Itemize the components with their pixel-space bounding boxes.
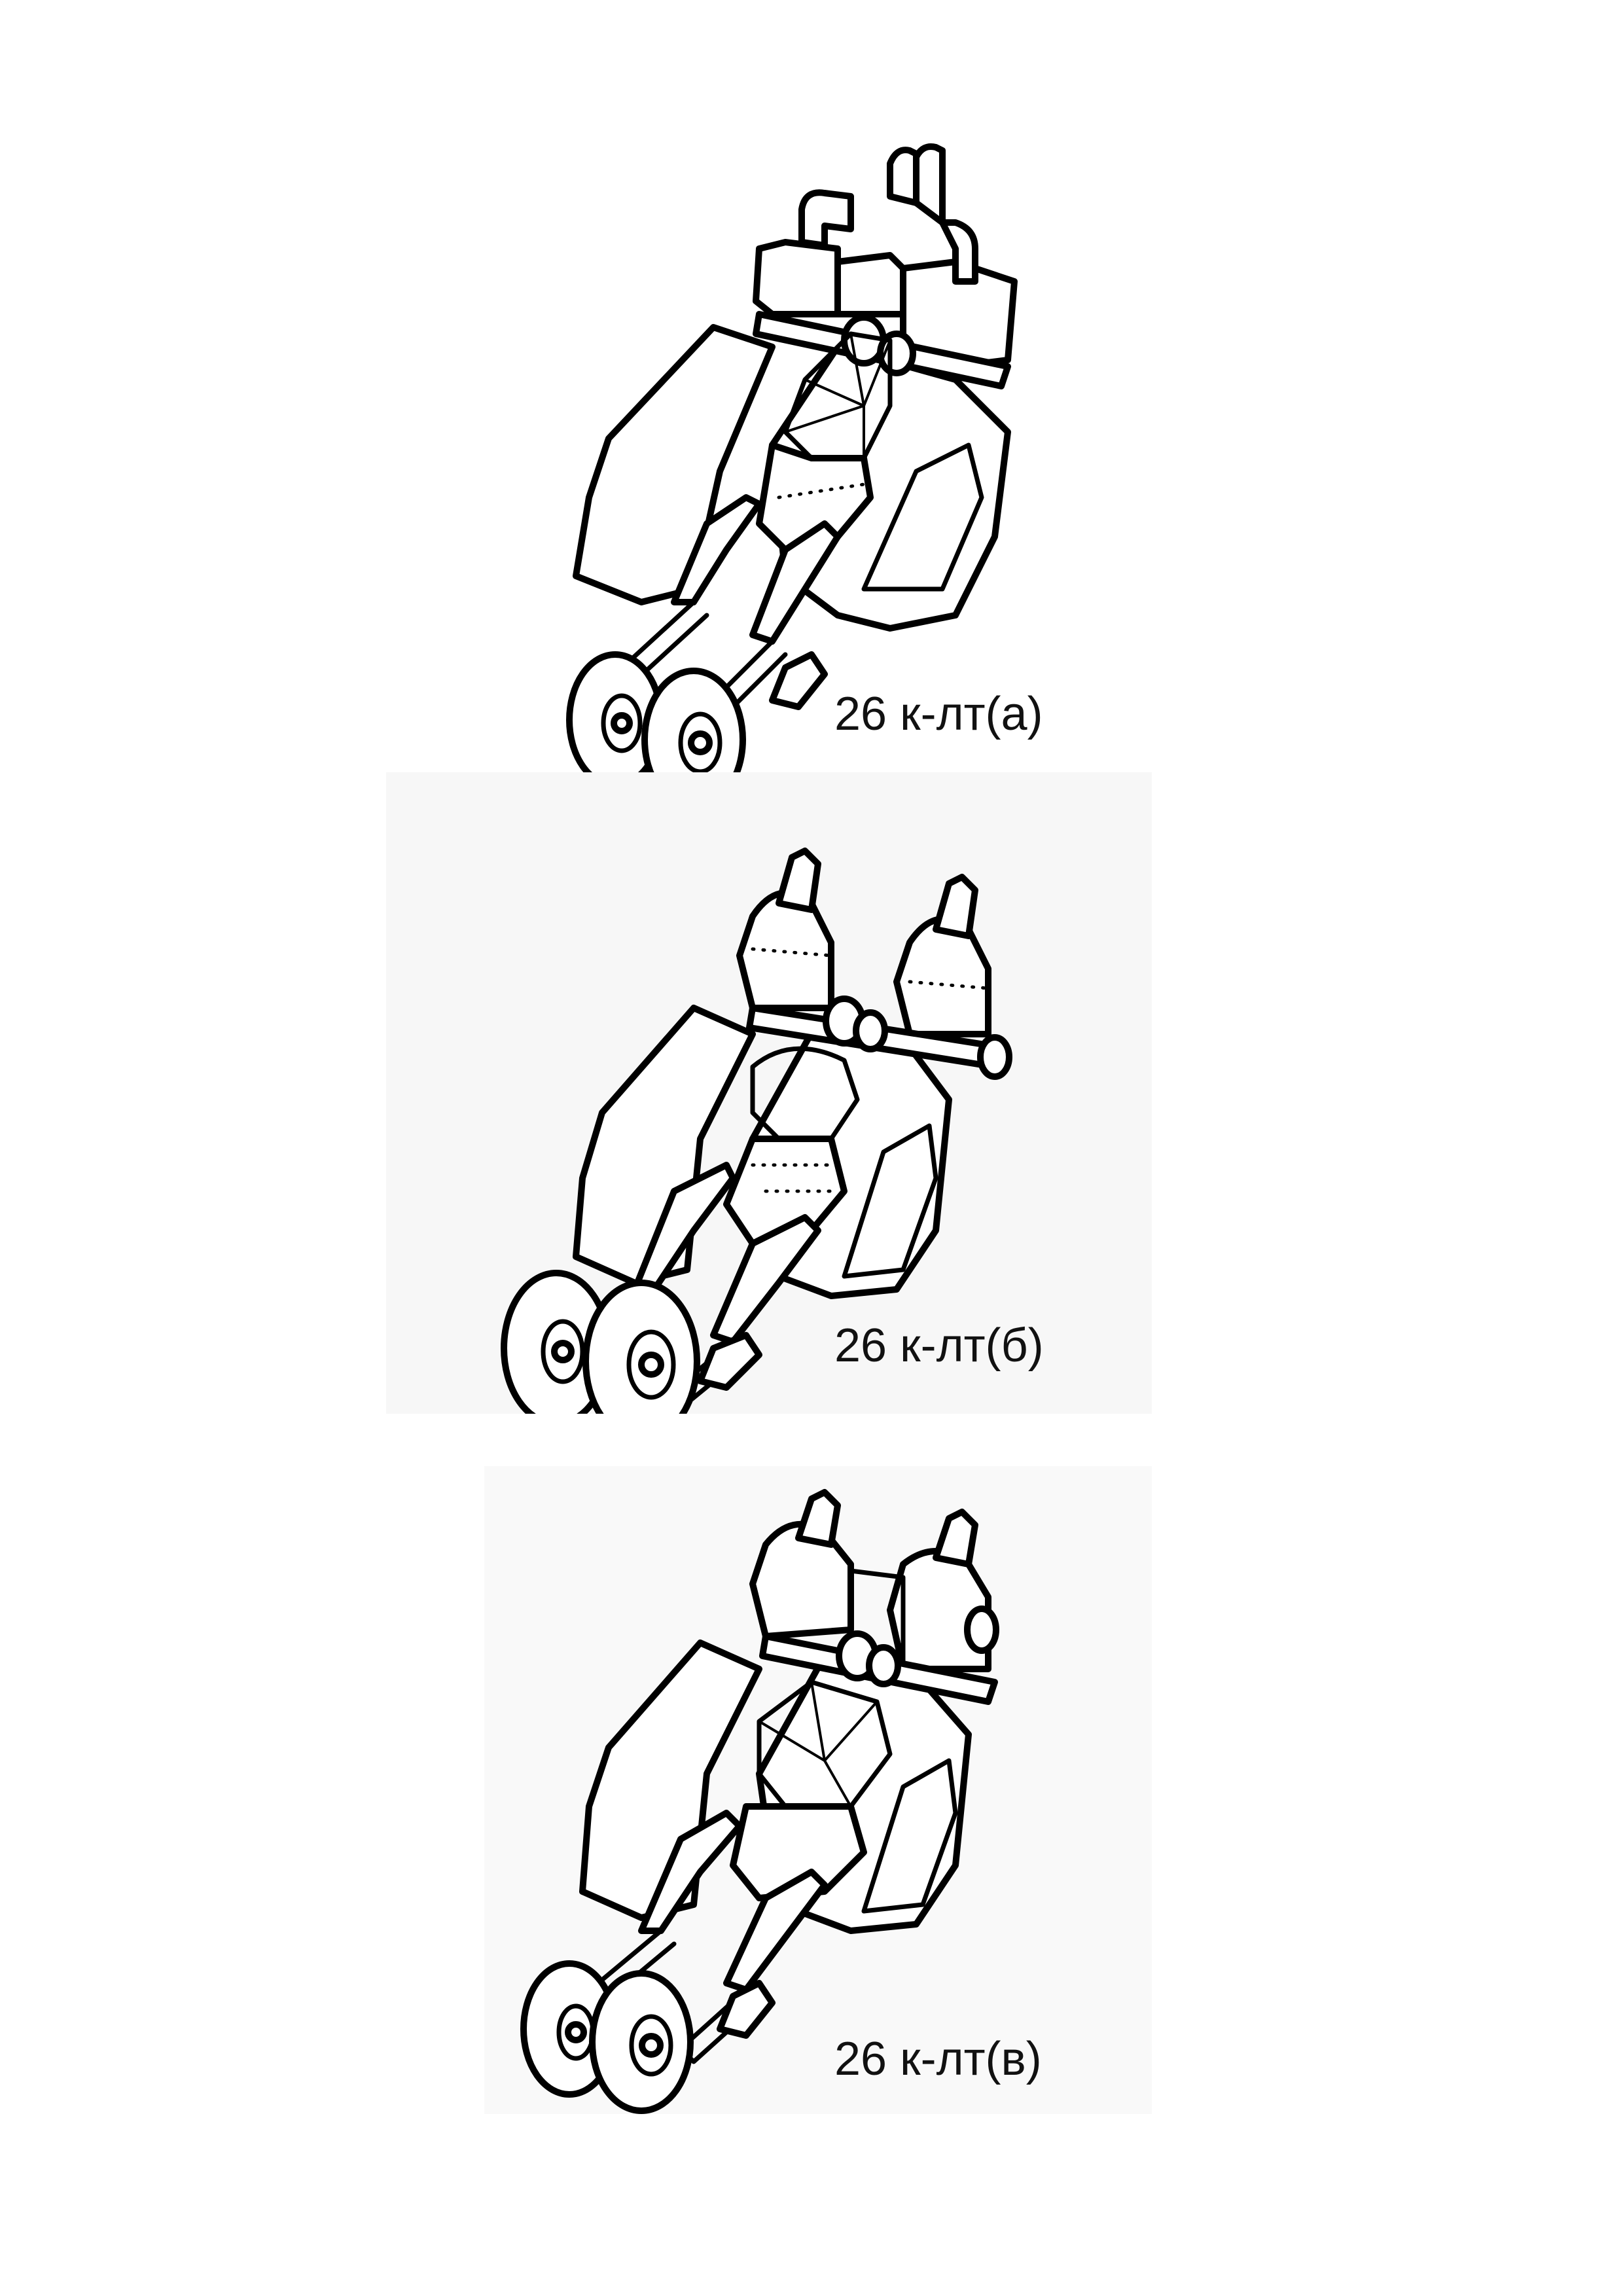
shock-absorber <box>697 1332 762 1391</box>
left-engine-nacelle <box>573 324 776 605</box>
exhaust-pipe-4 <box>939 219 978 285</box>
figure-caption-a: 26 к-лт(а) <box>834 688 1043 740</box>
turbine-dome-right <box>893 916 991 1037</box>
left-engine-nacelle <box>573 1005 756 1286</box>
pod-racer-drawing-a <box>566 143 1018 812</box>
exhaust-pipe-3 <box>913 143 946 226</box>
pod-racer-drawing-b <box>501 848 1012 1414</box>
cockpit-tub <box>756 442 874 553</box>
engine-block-left <box>753 239 841 317</box>
gear-2 <box>853 1009 888 1052</box>
steering-arm-left <box>671 494 762 605</box>
turbine-intake-left <box>776 848 821 913</box>
figure-caption-b: 26 к-лт(б) <box>834 1319 1044 1372</box>
shock-absorber <box>717 1980 776 2039</box>
pod-racer-drawing-c <box>520 1489 999 2114</box>
engine-block-mid <box>834 252 906 317</box>
steering-arm-right <box>749 520 841 645</box>
cockpit-tub <box>730 1803 867 1901</box>
exhaust-pipe-1 <box>798 189 854 249</box>
cockpit-cage <box>750 1046 860 1141</box>
figure-caption-c: 26 к-лт(в) <box>834 2033 1042 2085</box>
cockpit-cage <box>757 1679 893 1809</box>
figure-a: 26 к-лт(а) <box>497 131 1152 818</box>
exhaust-pipe-2 <box>887 147 919 206</box>
figure-b: 26 к-лт(б) <box>386 772 1152 1414</box>
steering-arm-right <box>723 1869 828 1993</box>
gear-2 <box>866 1644 901 1687</box>
steering-arm-right <box>710 1214 821 1345</box>
cockpit-cage <box>783 331 893 461</box>
turbine-intake-right <box>933 1509 978 1568</box>
turbine-intake-right <box>933 874 978 939</box>
steering-arm-left <box>638 1810 743 1934</box>
left-engine-nacelle <box>579 1640 762 1921</box>
figure-c: 26 к-лт(в) <box>484 1466 1152 2114</box>
shock-absorber <box>769 651 828 710</box>
turbine-intake-left <box>795 1489 841 1548</box>
